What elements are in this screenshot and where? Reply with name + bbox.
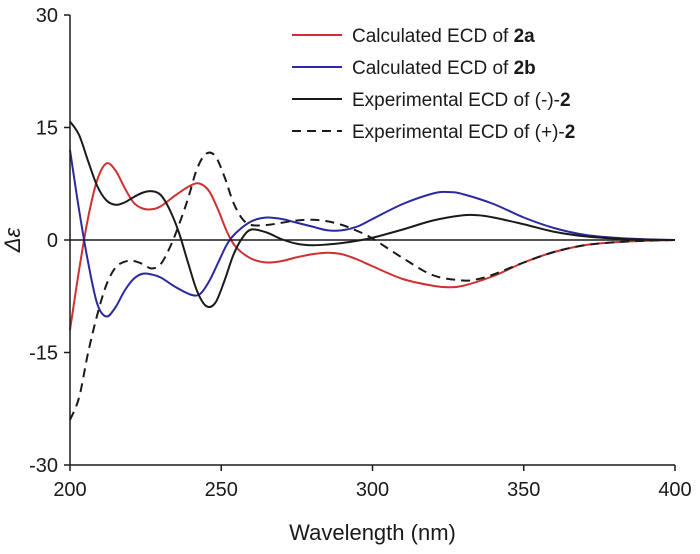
- legend-label: Experimental ECD of (+)-2: [352, 122, 575, 143]
- axes: 200 250 300 350 400 30 15 0 -15 -30: [29, 5, 692, 501]
- legend-label: Calculated ECD of 2b: [352, 58, 536, 79]
- x-tick-label: 400: [658, 479, 691, 501]
- y-tick-label: -15: [29, 343, 58, 365]
- y-tick-label: 15: [36, 118, 58, 140]
- y-tick-label: 30: [36, 5, 58, 27]
- series-line-2: [69, 149, 676, 318]
- x-tick-label: 250: [205, 479, 238, 501]
- legend: Calculated ECD of 2a Calculated ECD of 2b…: [292, 26, 575, 143]
- series-line-1: [69, 162, 676, 331]
- x-tick-label: 200: [53, 479, 86, 501]
- series-line-3: [69, 120, 676, 309]
- y-tick-label: 0: [47, 230, 58, 252]
- x-axis-title: Wavelength (nm): [289, 520, 456, 545]
- x-tick-label: 300: [356, 479, 389, 501]
- x-tick-label: 350: [507, 479, 540, 501]
- y-axis-title: Δε: [0, 227, 25, 253]
- y-tick-label: -30: [29, 455, 58, 477]
- series-layer: [69, 120, 676, 421]
- legend-label: Calculated ECD of 2a: [352, 26, 535, 47]
- series-line-4: [69, 151, 676, 421]
- legend-label: Experimental ECD of (-)-2: [352, 90, 571, 111]
